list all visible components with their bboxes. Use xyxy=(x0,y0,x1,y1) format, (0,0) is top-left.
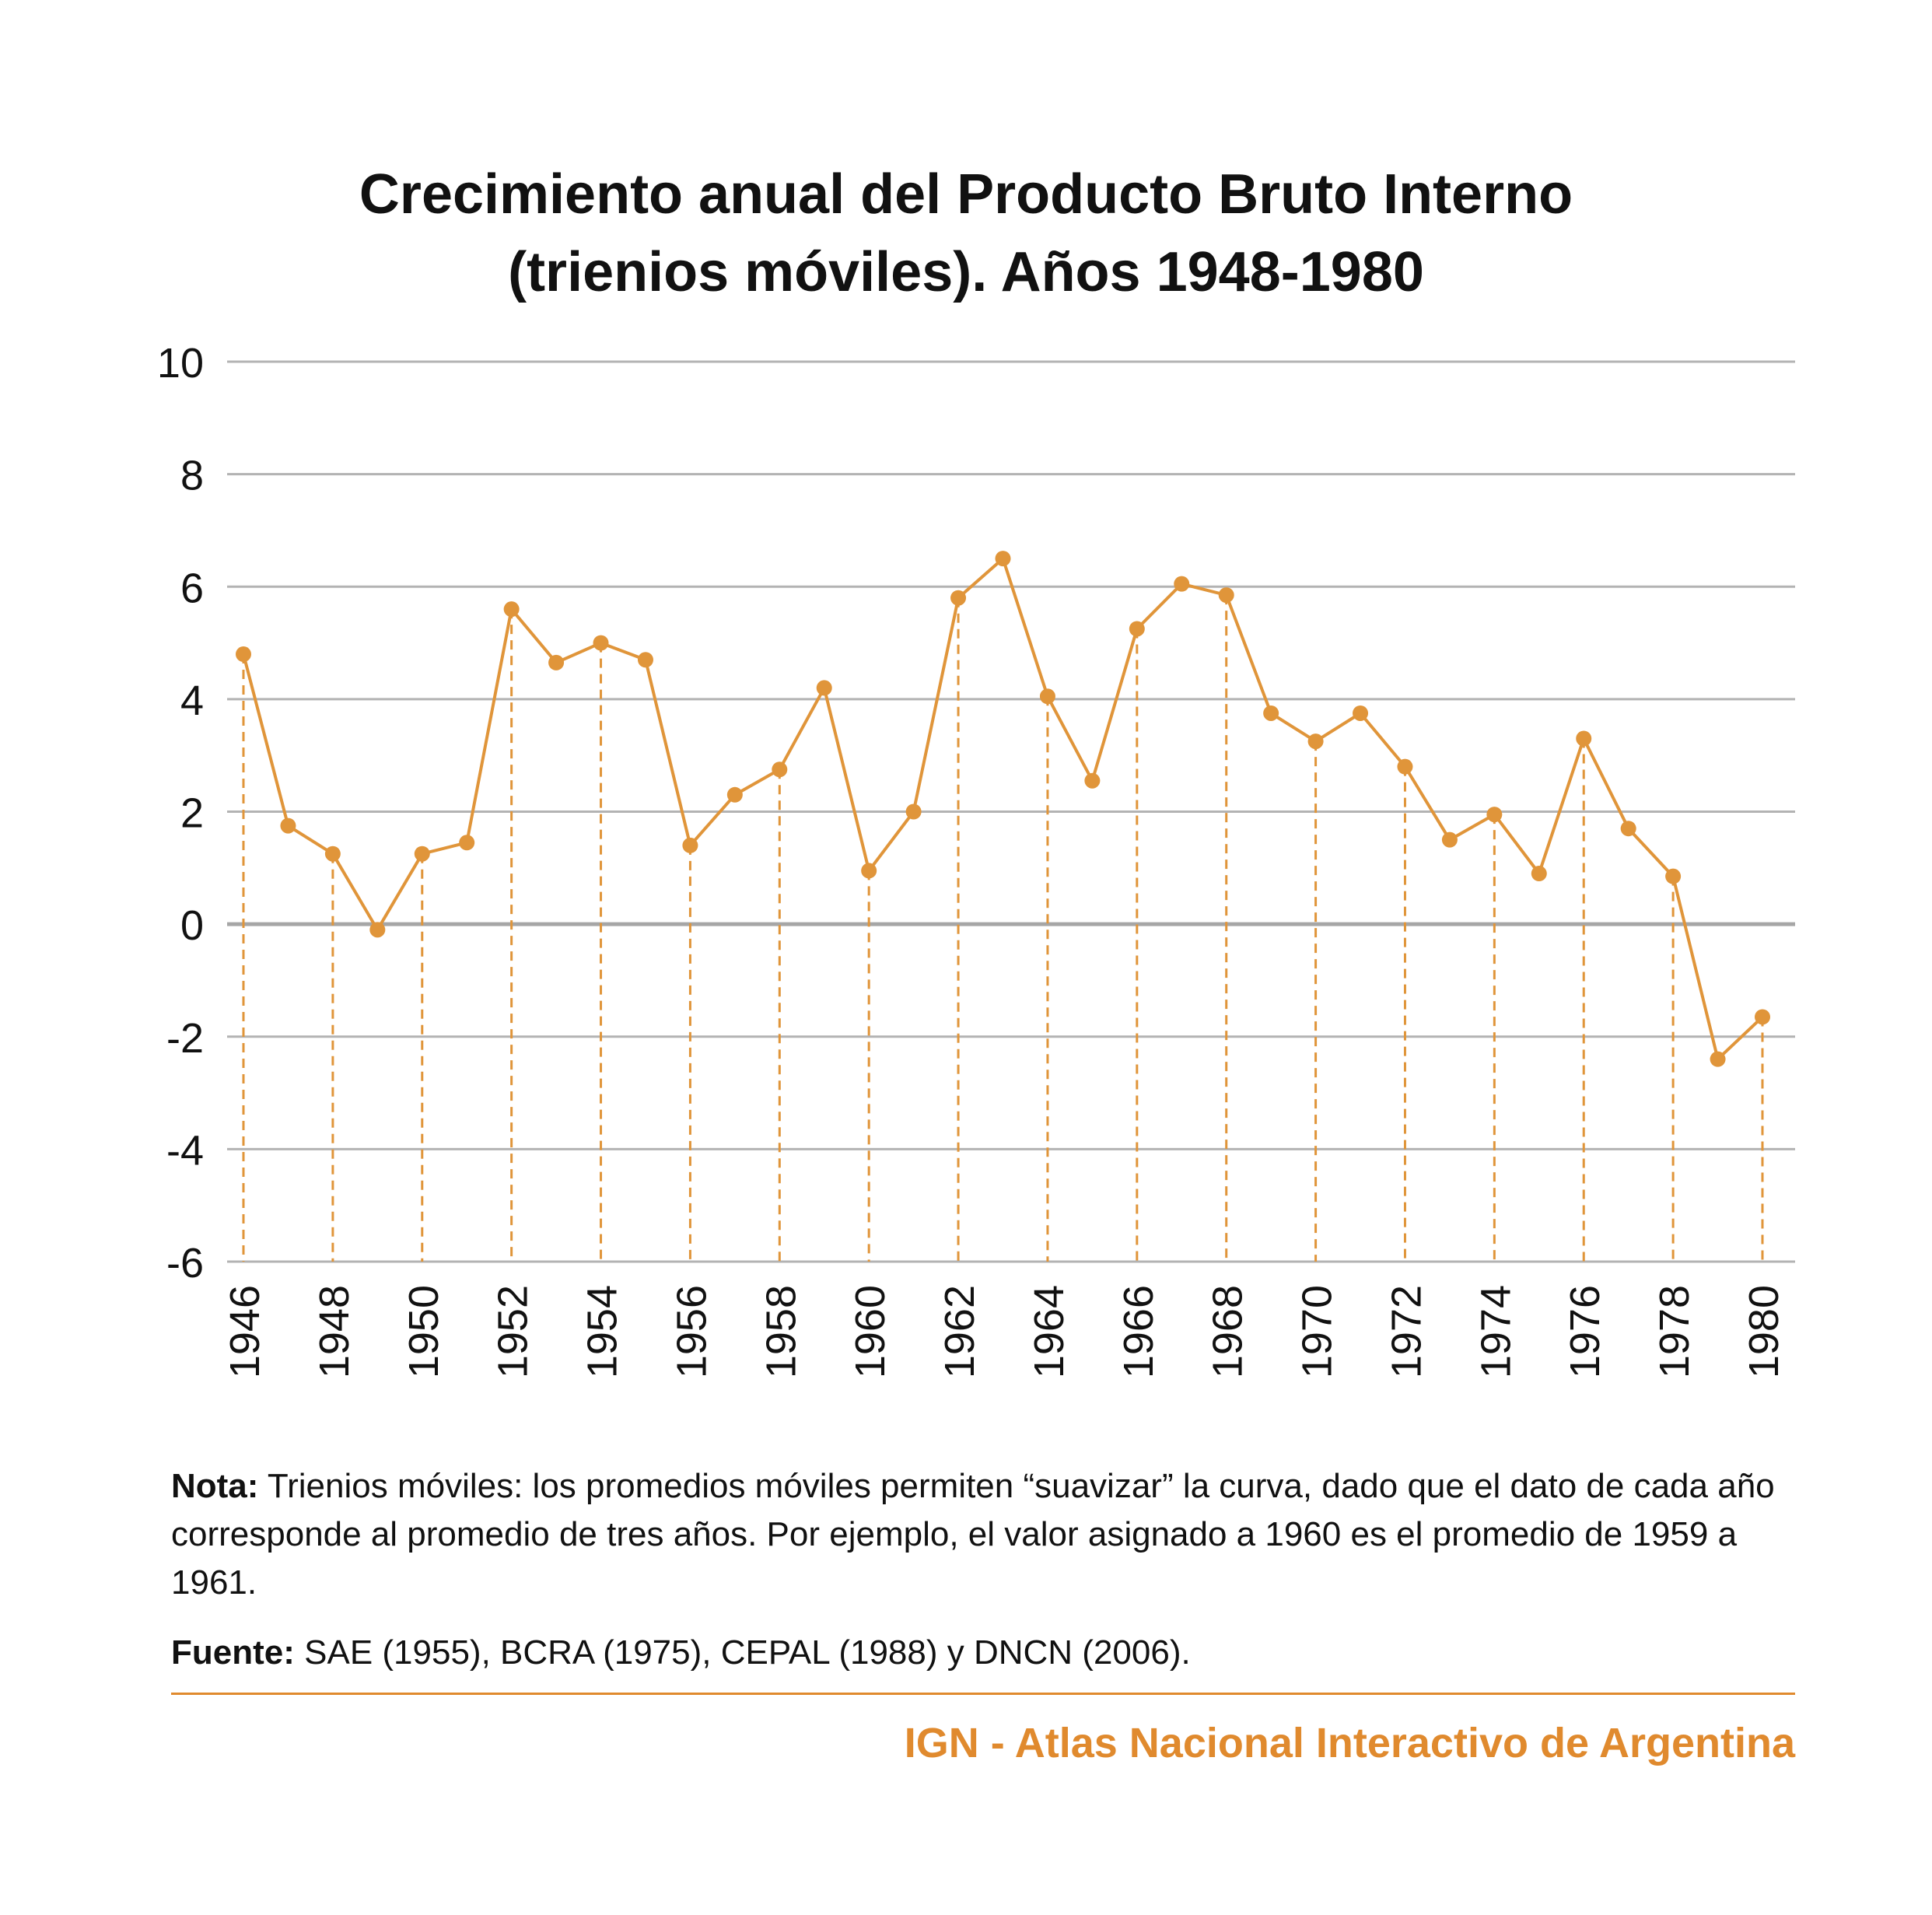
source-text: SAE (1955), BCRA (1975), CEPAL (1988) y … xyxy=(304,1633,1191,1672)
x-tick-label: 1948 xyxy=(311,1285,358,1378)
note-paragraph: Nota: Trienios móviles: los promedios mó… xyxy=(171,1462,1804,1607)
data-point xyxy=(726,786,743,803)
chart-title-line-1: Crecimiento anual del Producto Bruto Int… xyxy=(359,163,1573,226)
source-paragraph: Fuente: SAE (1955), BCRA (1975), CEPAL (… xyxy=(171,1629,1804,1677)
x-tick-label: 1972 xyxy=(1383,1285,1430,1378)
x-tick-label: 1968 xyxy=(1205,1285,1251,1378)
data-point xyxy=(324,845,341,862)
x-tick-label: 1976 xyxy=(1562,1285,1608,1378)
data-point xyxy=(1576,730,1592,747)
data-point xyxy=(1129,621,1145,637)
footer-divider xyxy=(171,1693,1795,1695)
data-point xyxy=(503,601,520,618)
data-point xyxy=(236,646,251,663)
data-point xyxy=(1665,868,1682,884)
data-point xyxy=(905,803,922,820)
x-tick-label: 1978 xyxy=(1651,1285,1698,1378)
data-point xyxy=(1710,1051,1726,1067)
data-point xyxy=(816,680,832,696)
data-point xyxy=(1755,1009,1770,1025)
series-path xyxy=(242,557,1764,1061)
data-point xyxy=(1218,587,1234,604)
data-point xyxy=(637,652,653,668)
source-label: Fuente: xyxy=(171,1633,295,1672)
x-tick-label: 1970 xyxy=(1294,1285,1341,1378)
x-tick-label: 1960 xyxy=(847,1285,894,1378)
x-axis-tick-labels: 1946 1948 1950 1952 1954 1956 1958 1960 1962 1964… xyxy=(222,1285,1787,1378)
data-point xyxy=(414,845,430,862)
y-tick-label: -6 xyxy=(166,1240,204,1287)
x-tick-label: 1958 xyxy=(758,1285,804,1378)
data-point xyxy=(1397,758,1413,775)
note-label: Nota: xyxy=(171,1467,259,1505)
x-tick-label: 1964 xyxy=(1026,1285,1073,1378)
x-tick-label: 1980 xyxy=(1741,1285,1787,1378)
x-tick-label: 1946 xyxy=(222,1285,268,1378)
x-tick-label: 1950 xyxy=(401,1285,447,1378)
x-tick-label: 1966 xyxy=(1115,1285,1162,1378)
data-point xyxy=(995,551,1011,567)
y-axis-tick-labels: 10 8 6 4 2 0 -2 -4 -6 xyxy=(157,340,204,1287)
data-point xyxy=(459,835,475,851)
x-tick-label: 1974 xyxy=(1472,1285,1519,1378)
data-point xyxy=(548,654,565,670)
data-point xyxy=(1174,576,1190,592)
y-tick-label: 2 xyxy=(180,790,204,837)
y-tick-label: 4 xyxy=(180,677,204,724)
data-point xyxy=(1039,688,1055,705)
data-point xyxy=(1084,772,1101,789)
data-point xyxy=(772,761,788,778)
notes-block: Nota: Trienios móviles: los promedios mó… xyxy=(171,1462,1804,1699)
chart-title: Crecimiento anual del Producto Bruto Int… xyxy=(0,156,1932,311)
note-text: Trienios móviles: los promedios móviles … xyxy=(171,1467,1775,1602)
y-tick-label: -4 xyxy=(166,1127,204,1174)
x-tick-label: 1956 xyxy=(668,1285,715,1378)
data-point xyxy=(950,590,967,606)
x-tick-label: 1952 xyxy=(490,1285,537,1378)
credit-text: IGN - Atlas Nacional Interactivo de Arge… xyxy=(904,1720,1795,1766)
data-point xyxy=(1441,831,1458,848)
y-tick-label: 10 xyxy=(157,340,204,387)
data-point xyxy=(1353,705,1369,721)
data-point xyxy=(1620,821,1636,837)
data-point xyxy=(682,837,698,853)
data-point xyxy=(369,922,386,938)
y-tick-label: 8 xyxy=(180,453,204,499)
drop-lines xyxy=(242,595,1764,1262)
data-point xyxy=(1263,705,1279,721)
data-point xyxy=(593,635,609,651)
data-point xyxy=(1307,733,1324,750)
x-tick-label: 1962 xyxy=(936,1285,983,1378)
data-point xyxy=(861,863,877,879)
y-tick-label: 6 xyxy=(180,565,204,611)
data-point xyxy=(280,817,296,834)
series-line xyxy=(242,557,1764,1061)
chart-title-line-2: (trienios móviles). Años 1948-1980 xyxy=(508,241,1424,303)
data-point xyxy=(1531,866,1547,882)
data-point xyxy=(1486,807,1503,823)
x-tick-label: 1954 xyxy=(579,1285,626,1378)
data-points xyxy=(236,551,1770,1067)
y-tick-label: 0 xyxy=(180,902,204,949)
y-tick-label: -2 xyxy=(166,1015,204,1062)
